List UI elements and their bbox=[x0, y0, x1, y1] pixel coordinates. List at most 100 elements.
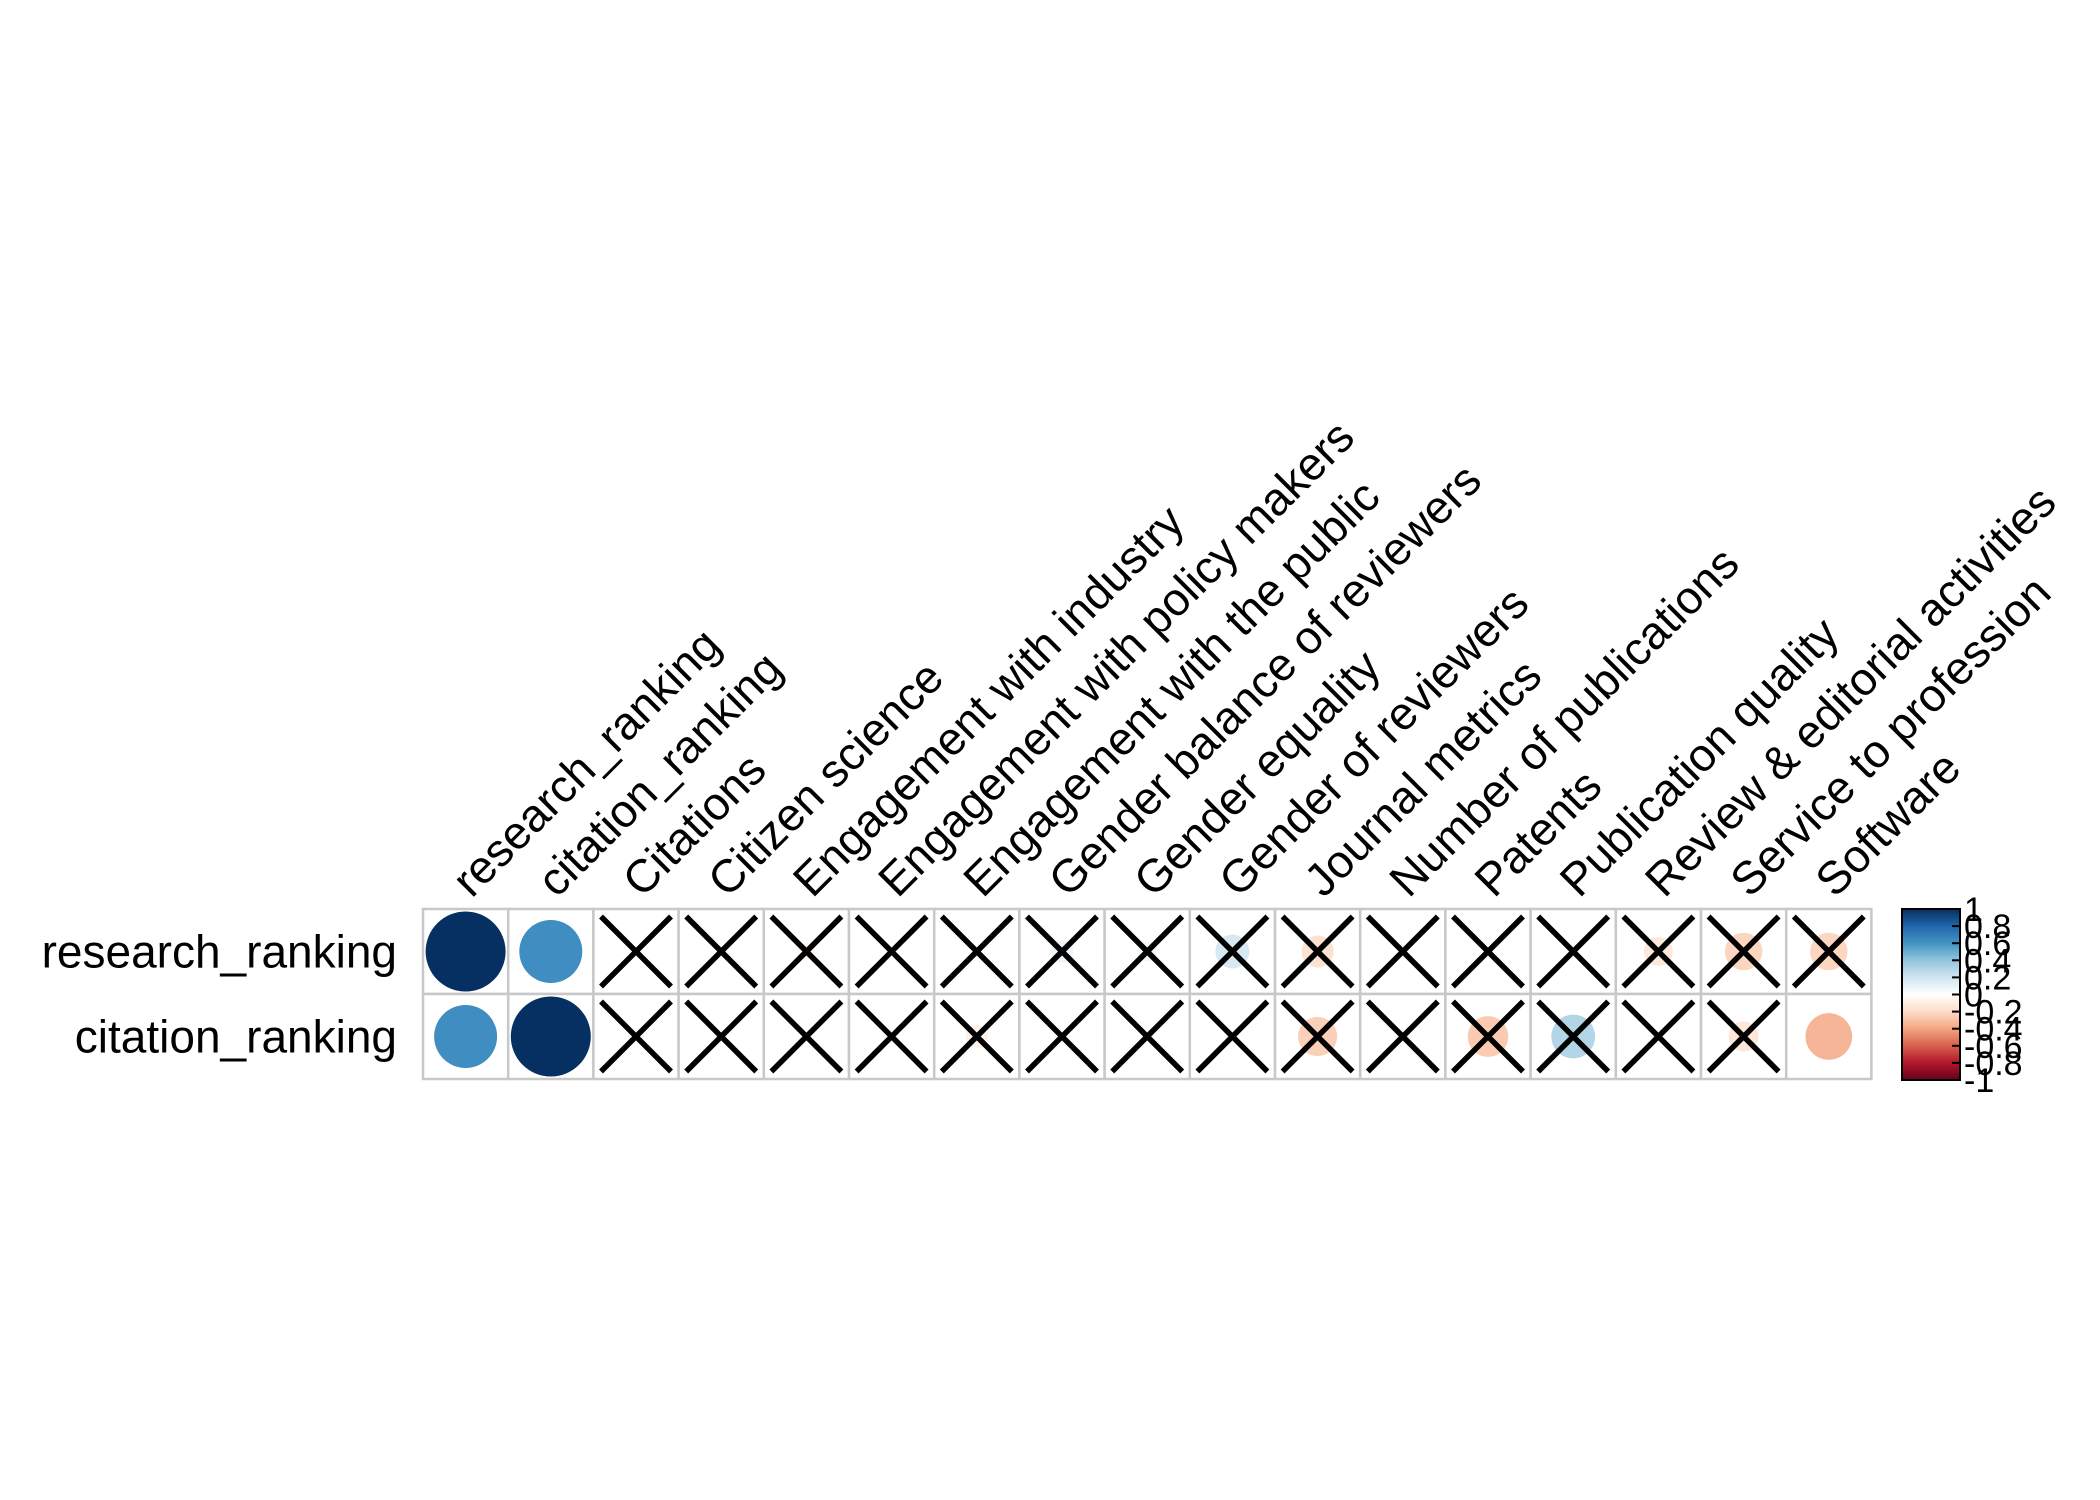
legend-color-step bbox=[1902, 973, 1960, 976]
legend-color-step bbox=[1902, 1042, 1960, 1046]
legend-color-step bbox=[1902, 934, 1960, 937]
insignificant-cross-mark bbox=[1451, 914, 1525, 989]
legend-color-step bbox=[1902, 967, 1960, 970]
insignificant-cross-mark bbox=[1280, 914, 1355, 989]
legend-color-step bbox=[1902, 921, 1960, 925]
legend-color-step bbox=[1902, 1011, 1960, 1014]
correlation-circle bbox=[434, 1005, 498, 1068]
insignificant-cross-mark bbox=[1536, 914, 1611, 989]
legend-color-step bbox=[1902, 1040, 1960, 1043]
insignificant-cross-mark bbox=[1621, 999, 1696, 1074]
insignificant-cross-mark bbox=[769, 999, 844, 1074]
legend-color-step bbox=[1902, 960, 1960, 963]
legend-color-step bbox=[1902, 933, 1960, 936]
legend-color-step bbox=[1902, 913, 1960, 916]
legend-color-step bbox=[1902, 954, 1960, 957]
legend-tick-label: -0.6 bbox=[1964, 1028, 2023, 1066]
legend-color-step bbox=[1902, 1001, 1960, 1004]
legend-color-step bbox=[1902, 1058, 1960, 1061]
legend-color-step bbox=[1902, 981, 1960, 984]
legend-color-step bbox=[1902, 909, 1960, 912]
legend-color-step bbox=[1902, 947, 1960, 950]
legend-color-step bbox=[1902, 1007, 1960, 1010]
insignificant-cross-mark bbox=[684, 914, 759, 989]
legend-tick-label: 0.2 bbox=[1964, 959, 2011, 997]
correlation-grid bbox=[421, 907, 1873, 1081]
legend-color-step bbox=[1902, 1061, 1960, 1064]
legend-color-step bbox=[1902, 1048, 1960, 1051]
legend-color-step bbox=[1902, 923, 1960, 926]
insignificant-cross-mark bbox=[854, 999, 929, 1074]
insignificant-cross-mark bbox=[1025, 914, 1099, 989]
legend-color-step bbox=[1902, 1027, 1960, 1030]
insignificant-cross-mark bbox=[1365, 999, 1440, 1074]
legend-color-step bbox=[1902, 1020, 1960, 1023]
legend-color-step bbox=[1902, 1050, 1960, 1053]
legend-color-step bbox=[1902, 961, 1960, 964]
legend-color-step bbox=[1902, 1055, 1960, 1058]
legend-color-step bbox=[1902, 1017, 1960, 1020]
legend-tick-label: 0 bbox=[1964, 977, 1983, 1015]
insignificant-cross-mark bbox=[1451, 999, 1525, 1074]
legend-color-step bbox=[1902, 938, 1960, 942]
legend-color-step bbox=[1902, 994, 1960, 997]
legend-color-step bbox=[1902, 968, 1960, 972]
legend-color-step bbox=[1902, 930, 1960, 933]
legend-color-step bbox=[1902, 1024, 1960, 1027]
legend-color-step bbox=[1902, 1037, 1960, 1040]
legend-color-step bbox=[1902, 1057, 1960, 1060]
legend-color-step bbox=[1902, 1000, 1960, 1003]
legend-color-step bbox=[1902, 966, 1960, 969]
column-labels: research_rankingcitation_rankingCitation… bbox=[442, 410, 2066, 906]
legend-color-step bbox=[1902, 951, 1960, 954]
legend-color-step bbox=[1902, 1064, 1960, 1067]
insignificant-cross-mark bbox=[599, 914, 673, 989]
legend-color-step bbox=[1902, 1071, 1960, 1074]
legend-tick-label: 0.4 bbox=[1964, 942, 2011, 980]
legend-color-step bbox=[1902, 937, 1960, 940]
legend-color-step bbox=[1902, 1038, 1960, 1041]
legend-tick-label: 0.8 bbox=[1964, 908, 2011, 946]
row-label: research_ranking bbox=[42, 926, 397, 978]
legend-color-step bbox=[1902, 1077, 1960, 1080]
legend-color-step bbox=[1902, 964, 1960, 967]
legend-color-step bbox=[1902, 931, 1960, 935]
legend-color-step bbox=[1902, 1014, 1960, 1017]
legend-tick-label: 0.6 bbox=[1964, 925, 2011, 963]
correlation-circle bbox=[510, 996, 591, 1077]
legend-color-step bbox=[1902, 958, 1960, 962]
legend-color-step bbox=[1902, 1062, 1960, 1066]
legend-color-step bbox=[1902, 928, 1960, 932]
legend-color-step bbox=[1902, 975, 1960, 979]
legend-color-step bbox=[1902, 927, 1960, 930]
legend-color-step bbox=[1902, 910, 1960, 913]
legend-color-step bbox=[1902, 1015, 1960, 1019]
legend-color-step bbox=[1902, 980, 1960, 983]
legend-color-step bbox=[1902, 1067, 1960, 1070]
legend-color-step bbox=[1902, 936, 1960, 939]
insignificant-cross-mark bbox=[1791, 914, 1866, 989]
legend-color-step bbox=[1902, 990, 1960, 993]
insignificant-cross-mark bbox=[1621, 914, 1696, 989]
legend-color-step bbox=[1902, 918, 1960, 922]
legend-color-step bbox=[1902, 1060, 1960, 1063]
legend-color-step bbox=[1902, 977, 1960, 980]
legend-color-step bbox=[1902, 1018, 1960, 1021]
legend-color-step bbox=[1902, 1047, 1960, 1050]
legend-color-step bbox=[1902, 956, 1960, 959]
insignificant-cross-mark bbox=[1706, 914, 1781, 989]
legend-color-step bbox=[1902, 1074, 1960, 1077]
legend-color-step bbox=[1902, 1070, 1960, 1073]
insignificant-cross-mark bbox=[1025, 999, 1099, 1074]
legend-tick-label: -1 bbox=[1964, 1062, 1994, 1100]
insignificant-cross-mark bbox=[1195, 999, 1270, 1074]
legend-color-step bbox=[1902, 924, 1960, 927]
legend-color-step bbox=[1902, 987, 1960, 990]
legend-color-step bbox=[1902, 978, 1960, 982]
legend-tick-label: -0.8 bbox=[1964, 1045, 2023, 1083]
legend-color-step bbox=[1902, 944, 1960, 947]
legend-color-step bbox=[1902, 941, 1960, 944]
legend-color-step bbox=[1902, 1034, 1960, 1037]
insignificant-cross-mark bbox=[599, 999, 673, 1074]
